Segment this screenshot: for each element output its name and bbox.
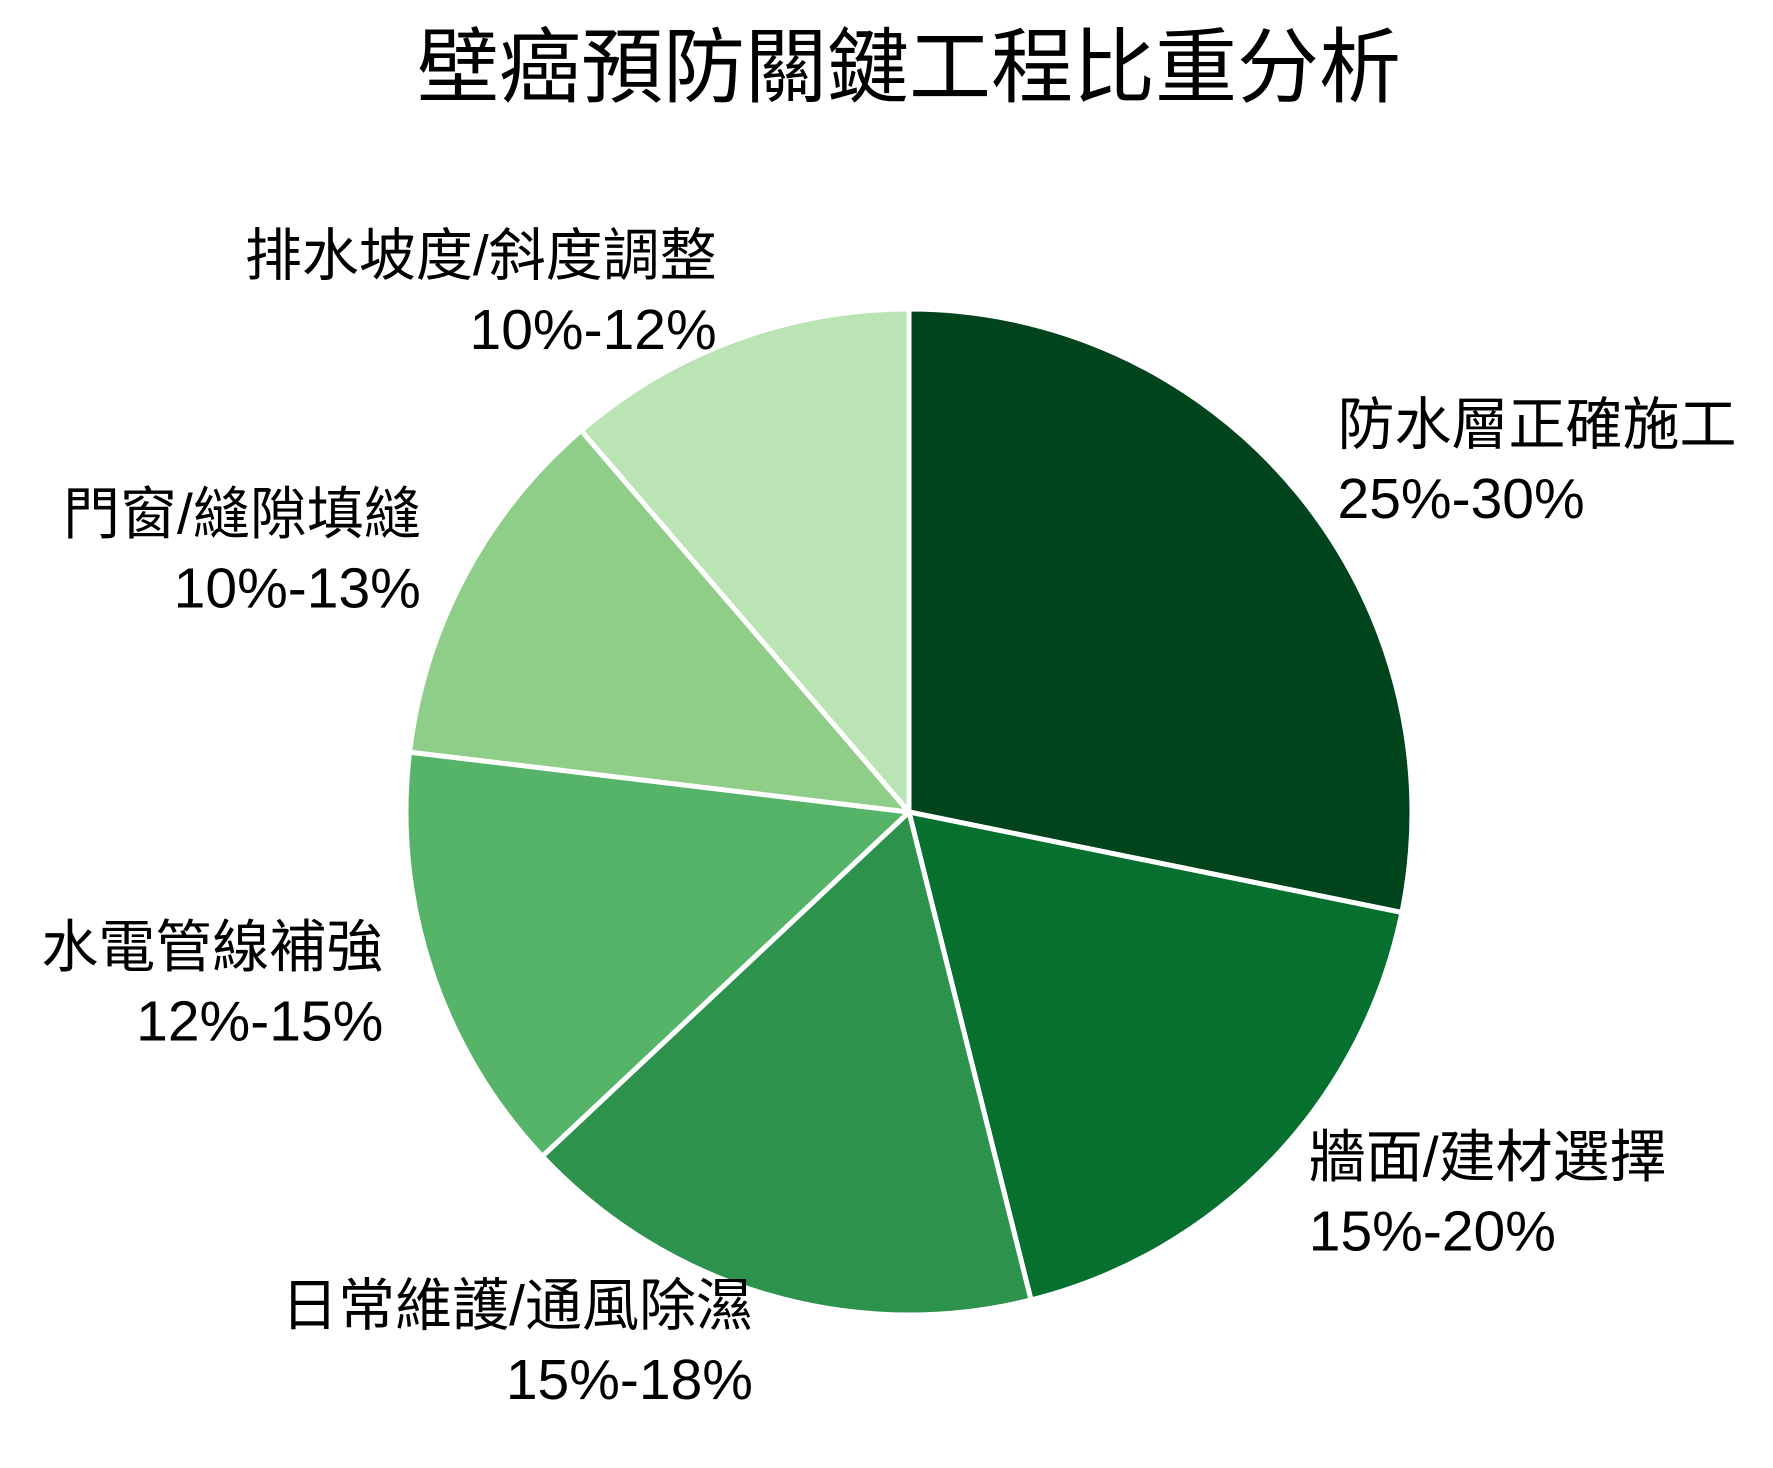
slice-range-label-5: 10%-13%: [174, 557, 421, 621]
slice-category-label-5: 門窗/縫隙填縫: [63, 483, 421, 547]
pie-slice-3: [539, 809, 1034, 1318]
slice-category-label-2: 牆面/建材選擇: [1309, 1126, 1667, 1190]
pie-slices: [403, 306, 1415, 1318]
pie-slice-4: [403, 749, 912, 1159]
slice-range-label-2: 15%-20%: [1309, 1200, 1556, 1264]
slice-range-label-3: 15%-18%: [506, 1348, 753, 1412]
pie-slice-1: [906, 306, 1415, 915]
pie-labels: 防水層正確施工 25%-30% 牆面/建材選擇 15%-20% 日常維護/通風除濕 15%…: [41, 224, 1736, 1412]
pie-slice-2: [906, 809, 1405, 1303]
slice-category-label-1: 防水層正確施工: [1338, 393, 1737, 457]
slice-category-label-6: 排水坡度/斜度調整: [245, 224, 717, 288]
slice-category-label-3: 日常維護/通風除濕: [281, 1274, 753, 1338]
slice-range-label-4: 12%-15%: [136, 990, 383, 1054]
slice-range-label-6: 10%-12%: [470, 298, 717, 362]
slice-category-label-4: 水電管線補強: [41, 916, 383, 980]
pie-slice-5: [407, 428, 912, 815]
slice-range-label-1: 25%-30%: [1338, 467, 1585, 531]
pie-slice-6: [578, 306, 912, 815]
chart-title: 壁癌預防關鍵工程比重分析: [417, 23, 1401, 114]
